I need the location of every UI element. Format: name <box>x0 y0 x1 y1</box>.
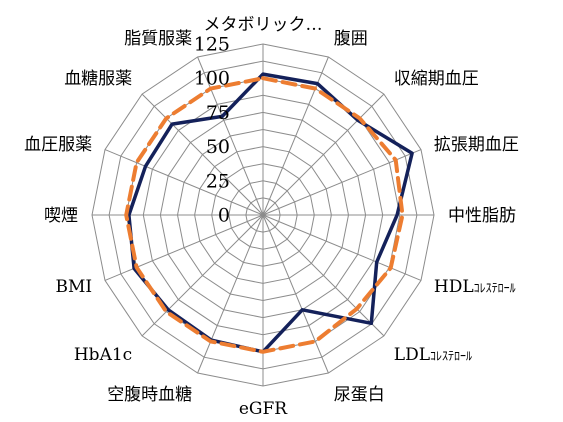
spoke-line <box>141 214 264 337</box>
radial-axis-ticks: 0 25 50 75 100 125 <box>194 34 230 227</box>
category-label: 空腹時血糖 <box>107 385 192 405</box>
category-label-text: 血糖服薬 <box>64 69 132 89</box>
category-label-text: 尿蛋白 <box>334 385 385 405</box>
category-label-text: eGFR <box>239 399 288 419</box>
series-1-line <box>127 72 414 354</box>
category-label: 収縮期血圧 <box>394 69 479 89</box>
category-label: BMI <box>55 277 92 297</box>
spoke-line <box>262 214 422 281</box>
category-label: eGFR <box>239 399 288 419</box>
spoke-line <box>104 214 264 281</box>
category-label: 脂質服薬 <box>124 29 192 49</box>
category-label-suffix: ｺﾚｽﾃﾛｰﾙ <box>430 349 472 363</box>
category-label-text: LDL <box>394 345 430 365</box>
spoke-line <box>262 214 329 374</box>
spoke-line <box>197 56 264 216</box>
category-label-suffix: ｺﾚｽﾃﾛｰﾙ <box>474 281 516 295</box>
category-label-text: 喫煙 <box>44 206 78 226</box>
category-label: 血糖服薬 <box>64 69 132 89</box>
category-label: 喫煙 <box>44 206 78 226</box>
spoke-line <box>262 214 385 337</box>
category-label-text: 腹囲 <box>334 29 368 49</box>
category-label: 血圧服薬 <box>24 135 92 155</box>
radar-spokes <box>92 44 434 386</box>
tick-label: 50 <box>206 136 230 158</box>
spoke-line <box>262 93 385 216</box>
category-label: 拡張期血圧 <box>434 135 519 155</box>
category-label-text: HbA1c <box>74 345 132 365</box>
spoke-line <box>197 214 264 374</box>
tick-label: 0 <box>218 205 230 227</box>
category-label: HDLｺﾚｽﾃﾛｰﾙ <box>434 277 516 297</box>
radar-series <box>124 72 414 354</box>
category-label-text: BMI <box>55 277 92 297</box>
tick-label: 75 <box>206 102 230 124</box>
category-label: LDLｺﾚｽﾃﾛｰﾙ <box>394 345 472 365</box>
category-label: メタボリック… <box>204 15 323 35</box>
category-label-text: 脂質服薬 <box>124 29 192 49</box>
category-label-text: 血圧服薬 <box>24 135 92 155</box>
category-label: HbA1c <box>74 345 132 365</box>
category-label-text: メタボリック… <box>204 15 323 35</box>
series-2-line <box>124 76 405 354</box>
category-label-text: 拡張期血圧 <box>434 135 519 155</box>
category-label: 尿蛋白 <box>334 385 385 405</box>
spoke-line <box>104 149 264 216</box>
tick-label: 25 <box>206 170 230 192</box>
category-label-text: 中性脂肪 <box>448 206 516 226</box>
category-label: 中性脂肪 <box>448 206 516 226</box>
category-label-text: 空腹時血糖 <box>107 385 192 405</box>
category-label: 腹囲 <box>334 29 368 49</box>
tick-label: 125 <box>194 34 230 56</box>
tick-label: 100 <box>194 68 230 90</box>
spoke-line <box>141 93 264 216</box>
category-labels: メタボリック…腹囲収縮期血圧拡張期血圧中性脂肪HDLｺﾚｽﾃﾛｰﾙLDLｺﾚｽﾃ… <box>24 15 519 419</box>
category-label-text: 収縮期血圧 <box>394 69 479 89</box>
category-label-text: HDL <box>434 277 474 297</box>
